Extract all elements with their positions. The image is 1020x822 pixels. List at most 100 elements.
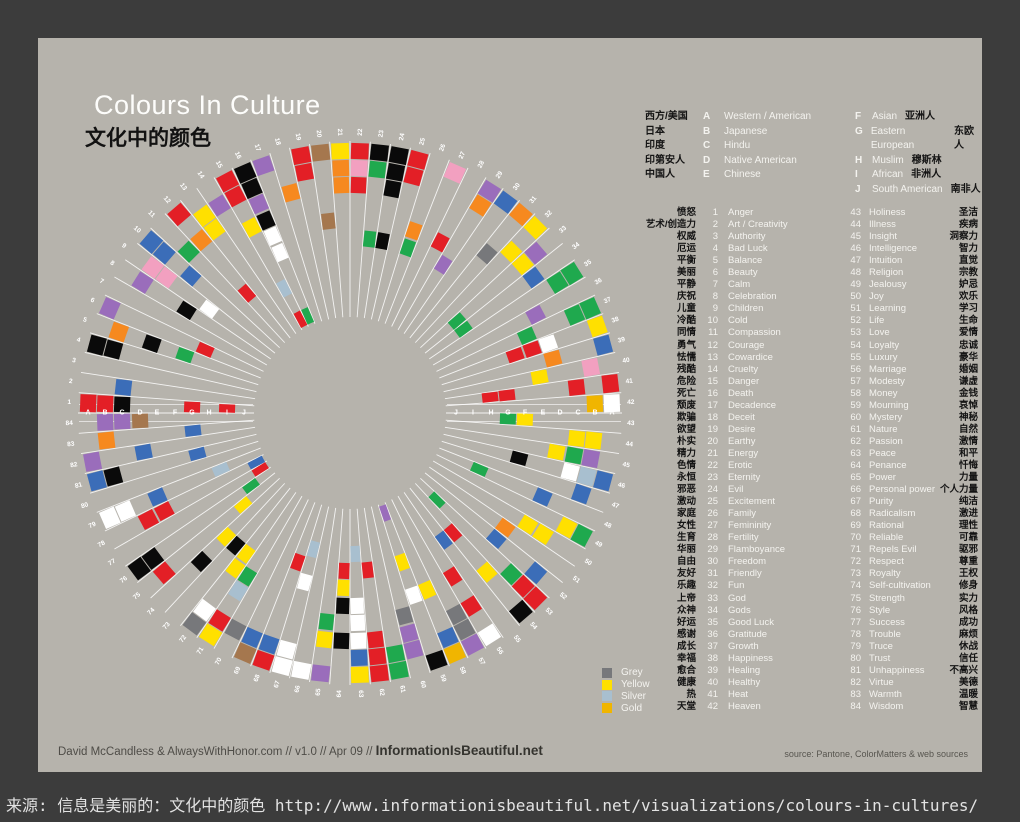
wheel-cell xyxy=(276,639,297,660)
concept-row: 58 Money 金钱 xyxy=(845,388,978,400)
spoke-number: 46 xyxy=(617,481,626,490)
wheel-cell xyxy=(383,179,402,199)
spoke-number: 6 xyxy=(89,297,95,305)
concept-num: 51 xyxy=(850,303,861,315)
concept-num: 31 xyxy=(707,568,718,580)
wheel-cell xyxy=(188,446,207,462)
concept-zh: 圣洁 xyxy=(958,207,978,218)
concept-en: Earthy xyxy=(728,435,756,447)
concept-list-right: 43 Holiness 圣洁 44 Illness 疾病 45 Insight 洞察力 46 Int… xyxy=(845,207,978,713)
concept-row: 众神 34 Gods xyxy=(578,605,868,617)
legend-swatch xyxy=(602,691,612,702)
wheel-cell xyxy=(586,395,604,413)
concept-en: Religion xyxy=(869,267,904,279)
concept-zh: 艺术/创造力 xyxy=(645,219,696,231)
footer-credit-site: InformationIsBeautiful.net xyxy=(375,743,543,758)
concept-zh: 乐趣 xyxy=(676,580,696,592)
concept-num: 82 xyxy=(850,676,861,688)
concept-row: 上帝 33 God xyxy=(578,593,868,605)
concept-row: 53 Love 爱情 xyxy=(845,327,978,339)
wheel-cell xyxy=(180,265,202,287)
concept-row: 69 Rational 理性 xyxy=(845,520,978,532)
page-caption: 来源: 信息是美丽的：文化中的颜色 http://www.information… xyxy=(6,796,979,815)
concept-zh: 可靠 xyxy=(958,532,978,544)
concept-num: 3 xyxy=(712,231,718,243)
ring-letter: C xyxy=(119,410,124,417)
wheel-cell xyxy=(581,448,601,469)
concept-row: 家庭 26 Family xyxy=(578,508,868,520)
concept-num: 25 xyxy=(707,496,718,508)
concept-num: 79 xyxy=(850,640,861,652)
culture-letter: F xyxy=(855,111,862,122)
spoke-number: 10 xyxy=(132,225,142,235)
spoke-number: 40 xyxy=(622,357,631,365)
spoke-number: 83 xyxy=(67,441,75,449)
spoke-number: 28 xyxy=(477,159,487,169)
concept-zh: 欺骗 xyxy=(676,411,696,423)
wheel-cell xyxy=(508,599,533,624)
concept-row: 美丽 6 Beauty xyxy=(578,267,868,279)
spoke-number: 39 xyxy=(617,336,626,345)
concept-num: 4 xyxy=(712,243,718,255)
concept-row: 平衡 5 Balance xyxy=(578,255,868,267)
wheel-cell xyxy=(208,194,231,217)
wheel-cell xyxy=(131,271,154,294)
concept-en: Nature xyxy=(869,423,898,435)
spoke-number: 64 xyxy=(336,690,343,698)
wheel-cell xyxy=(96,395,114,413)
concept-row: 59 Mourning 哀悼 xyxy=(845,400,978,412)
concept-zh: 欲望 xyxy=(676,423,696,435)
concept-zh: 忠诚 xyxy=(958,339,978,351)
culture-row: 西方/美国 A Western / American xyxy=(645,110,975,125)
spoke-number: 20 xyxy=(315,130,323,138)
wheel-cell xyxy=(263,226,282,247)
wheel-cell xyxy=(532,523,554,546)
wheel-cell xyxy=(394,552,410,572)
wheel-cell xyxy=(446,603,468,626)
wheel-cell xyxy=(228,580,249,602)
culture-zh: 印第安人 xyxy=(645,154,685,166)
concept-num: 84 xyxy=(850,700,861,712)
wheel-cell xyxy=(404,221,423,241)
spoke-number: 42 xyxy=(627,399,635,406)
wheel-cell xyxy=(241,626,263,649)
concept-en: Radicalism xyxy=(869,508,916,520)
spoke-number: 26 xyxy=(438,143,447,152)
culture-zh: 东欧人 xyxy=(954,125,975,152)
concept-row: 81 Unhappiness 不高兴 xyxy=(845,665,978,677)
ring-letter: G xyxy=(505,410,511,417)
culture-en: African xyxy=(872,169,904,181)
legend-label: Silver xyxy=(621,690,647,702)
concept-row: 平静 7 Calm xyxy=(578,279,868,291)
wheel-cell xyxy=(395,606,414,626)
concept-zh: 家庭 xyxy=(676,508,696,520)
concept-num: 32 xyxy=(707,580,718,592)
concept-en: Virtue xyxy=(869,676,894,688)
concept-zh: 华丽 xyxy=(676,544,696,556)
concept-num: 12 xyxy=(707,339,718,351)
spoke-number: 15 xyxy=(214,160,224,170)
spoke-number: 48 xyxy=(603,521,613,530)
concept-zh: 个人力量 xyxy=(939,484,978,496)
spoke-number: 31 xyxy=(528,195,538,205)
spoke-number: 27 xyxy=(458,150,467,160)
ring-letter: F xyxy=(523,410,528,417)
concept-en: Learning xyxy=(869,303,906,315)
concept-zh: 愈合 xyxy=(676,664,696,676)
wheel-cell xyxy=(369,664,389,683)
wheel-cell xyxy=(563,304,586,326)
concept-row: 生育 28 Fertility xyxy=(578,532,868,544)
concept-zh: 残酷 xyxy=(676,363,696,375)
spoke-number: 29 xyxy=(495,170,505,180)
culture-zh: 亚洲人 xyxy=(905,111,936,122)
ring-letter: E xyxy=(155,410,160,417)
concept-row: 感谢 36 Gratitude xyxy=(578,629,868,641)
concept-row: 77 Success 成功 xyxy=(845,617,978,629)
culture-row: 印度 C Hindu xyxy=(645,139,975,154)
wheel-cell xyxy=(523,215,548,240)
spoke-number: 84 xyxy=(65,420,73,427)
wheel-cell xyxy=(437,626,459,649)
concept-en: Fun xyxy=(728,580,745,592)
wheel-cell xyxy=(511,574,535,598)
concept-zh: 同情 xyxy=(676,327,696,339)
